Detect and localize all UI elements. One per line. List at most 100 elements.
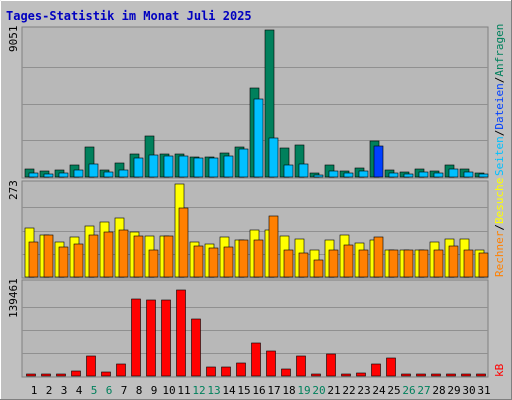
x-label-day-11: 11 [177, 384, 190, 397]
legend-sep-3: / [493, 224, 506, 231]
bar-kb-day-11 [176, 289, 186, 377]
legend-sep-1: / [493, 130, 506, 137]
bar-dateien-day-3 [58, 172, 69, 178]
legend-seiten: Seiten [493, 136, 506, 176]
bar-rechner-day-6 [103, 231, 114, 278]
bar-rechner-day-22 [343, 244, 354, 278]
x-label-day-20: 20 [312, 384, 325, 397]
bar-kb-day-24 [371, 363, 381, 377]
x-label-day-27: 27 [417, 384, 430, 397]
chart-title: Tages-Statistik im Monat Juli 2025 [6, 9, 252, 23]
bar-rechner-day-3 [58, 246, 69, 278]
bar-rechner-day-4 [73, 243, 84, 278]
bar-rechner-day-12 [193, 245, 204, 278]
bar-dateien-day-25 [388, 172, 399, 178]
bar-rechner-day-24 [373, 236, 384, 278]
bar-kb-day-3 [56, 373, 66, 377]
bar-rechner-day-25 [388, 249, 399, 278]
bar-rechner-day-26 [403, 249, 414, 278]
bar-dateien-day-2 [43, 173, 54, 178]
bar-rechner-day-11 [178, 207, 189, 278]
bar-dateien-day-27 [418, 171, 429, 178]
bar-kb-day-15 [236, 362, 246, 377]
x-label-day-18: 18 [282, 384, 295, 397]
x-label-day-17: 17 [267, 384, 280, 397]
bar-dateien-day-20 [313, 174, 324, 178]
bar-rechner-day-31 [478, 252, 489, 278]
panel-backgrounds [21, 26, 489, 378]
x-label-day-16: 16 [252, 384, 265, 397]
bar-kb-day-9 [146, 299, 156, 377]
bar-kb-day-2 [41, 373, 51, 377]
x-label-day-3: 3 [61, 384, 68, 397]
bar-dateien-day-13 [208, 157, 219, 178]
x-label-day-1: 1 [31, 384, 38, 397]
panel-3-legend: kB [493, 363, 506, 377]
bar-rechner-day-29 [448, 245, 459, 278]
bar-dateien-day-30 [463, 171, 474, 178]
bars-layer [24, 29, 489, 377]
bar-dateien-day-24 [373, 145, 384, 178]
x-label-day-4: 4 [76, 384, 83, 397]
bar-dateien-day-22 [343, 172, 354, 178]
bar-dateien-day-6 [103, 171, 114, 178]
bar-dateien-day-5 [88, 163, 99, 178]
bar-kb-day-13 [206, 366, 216, 377]
bar-rechner-day-7 [118, 229, 129, 278]
bar-dateien-day-15 [238, 148, 249, 178]
bar-kb-day-1 [26, 373, 36, 377]
bar-kb-day-18 [281, 368, 291, 377]
bar-kb-day-31 [476, 373, 486, 377]
x-label-day-8: 8 [136, 384, 143, 397]
x-label-day-12: 12 [192, 384, 205, 397]
bar-kb-day-29 [446, 373, 456, 377]
bar-kb-day-23 [356, 372, 366, 377]
x-label-day-26: 26 [402, 384, 415, 397]
bar-rechner-day-21 [328, 249, 339, 278]
bar-dateien-day-12 [193, 157, 204, 178]
bar-kb-day-5 [86, 355, 96, 377]
bar-kb-day-27 [416, 373, 426, 377]
bar-kb-day-8 [131, 298, 141, 377]
x-label-day-21: 21 [327, 384, 340, 397]
bar-rechner-day-16 [253, 239, 264, 278]
bar-rechner-day-15 [238, 239, 249, 278]
x-label-day-19: 19 [297, 384, 310, 397]
panel-1-legend: Seiten/Dateien/Anfragen [493, 24, 506, 176]
x-label-day-24: 24 [372, 384, 386, 397]
x-label-day-22: 22 [342, 384, 355, 397]
x-axis-labels: 1 2 3 4 5 6 7 8 9 10 11 12 13 14 15 16 17 18 19 20 21 22 23 24 2… [31, 384, 491, 397]
bar-dateien-day-23 [358, 170, 369, 178]
bar-dateien-day-7 [118, 169, 129, 178]
x-label-day-23: 23 [357, 384, 370, 397]
bar-kb-day-17 [266, 350, 276, 377]
bar-kb-day-12 [191, 318, 201, 377]
legend-kb: kB [493, 363, 506, 377]
x-label-day-15: 15 [237, 384, 250, 397]
bar-dateien-day-14 [223, 155, 234, 178]
x-label-day-7: 7 [121, 384, 128, 397]
bar-dateien-day-8 [133, 157, 144, 178]
bar-rechner-day-19 [298, 252, 309, 278]
bar-rechner-day-28 [433, 249, 444, 278]
bar-kb-day-4 [71, 370, 81, 377]
x-label-day-14: 14 [222, 384, 236, 397]
x-label-day-6: 6 [106, 384, 113, 397]
panel-3-ymax-label: 139461 [7, 278, 20, 318]
bar-kb-day-6 [101, 371, 111, 377]
panel-2-ymax-label: 273 [7, 180, 20, 200]
bar-kb-day-10 [161, 299, 171, 377]
bar-dateien-day-17 [268, 137, 279, 178]
bar-dateien-day-26 [403, 173, 414, 178]
bar-dateien-day-31 [478, 173, 489, 178]
bar-rechner-day-14 [223, 246, 234, 278]
bar-dateien-day-28 [433, 172, 444, 178]
bar-kb-day-30 [461, 373, 471, 377]
x-label-day-30: 30 [462, 384, 475, 397]
x-label-day-28: 28 [432, 384, 445, 397]
bar-kb-day-20 [311, 373, 321, 377]
bar-kb-day-14 [221, 366, 231, 377]
bar-rechner-day-10 [163, 235, 174, 278]
x-label-day-9: 9 [151, 384, 158, 397]
